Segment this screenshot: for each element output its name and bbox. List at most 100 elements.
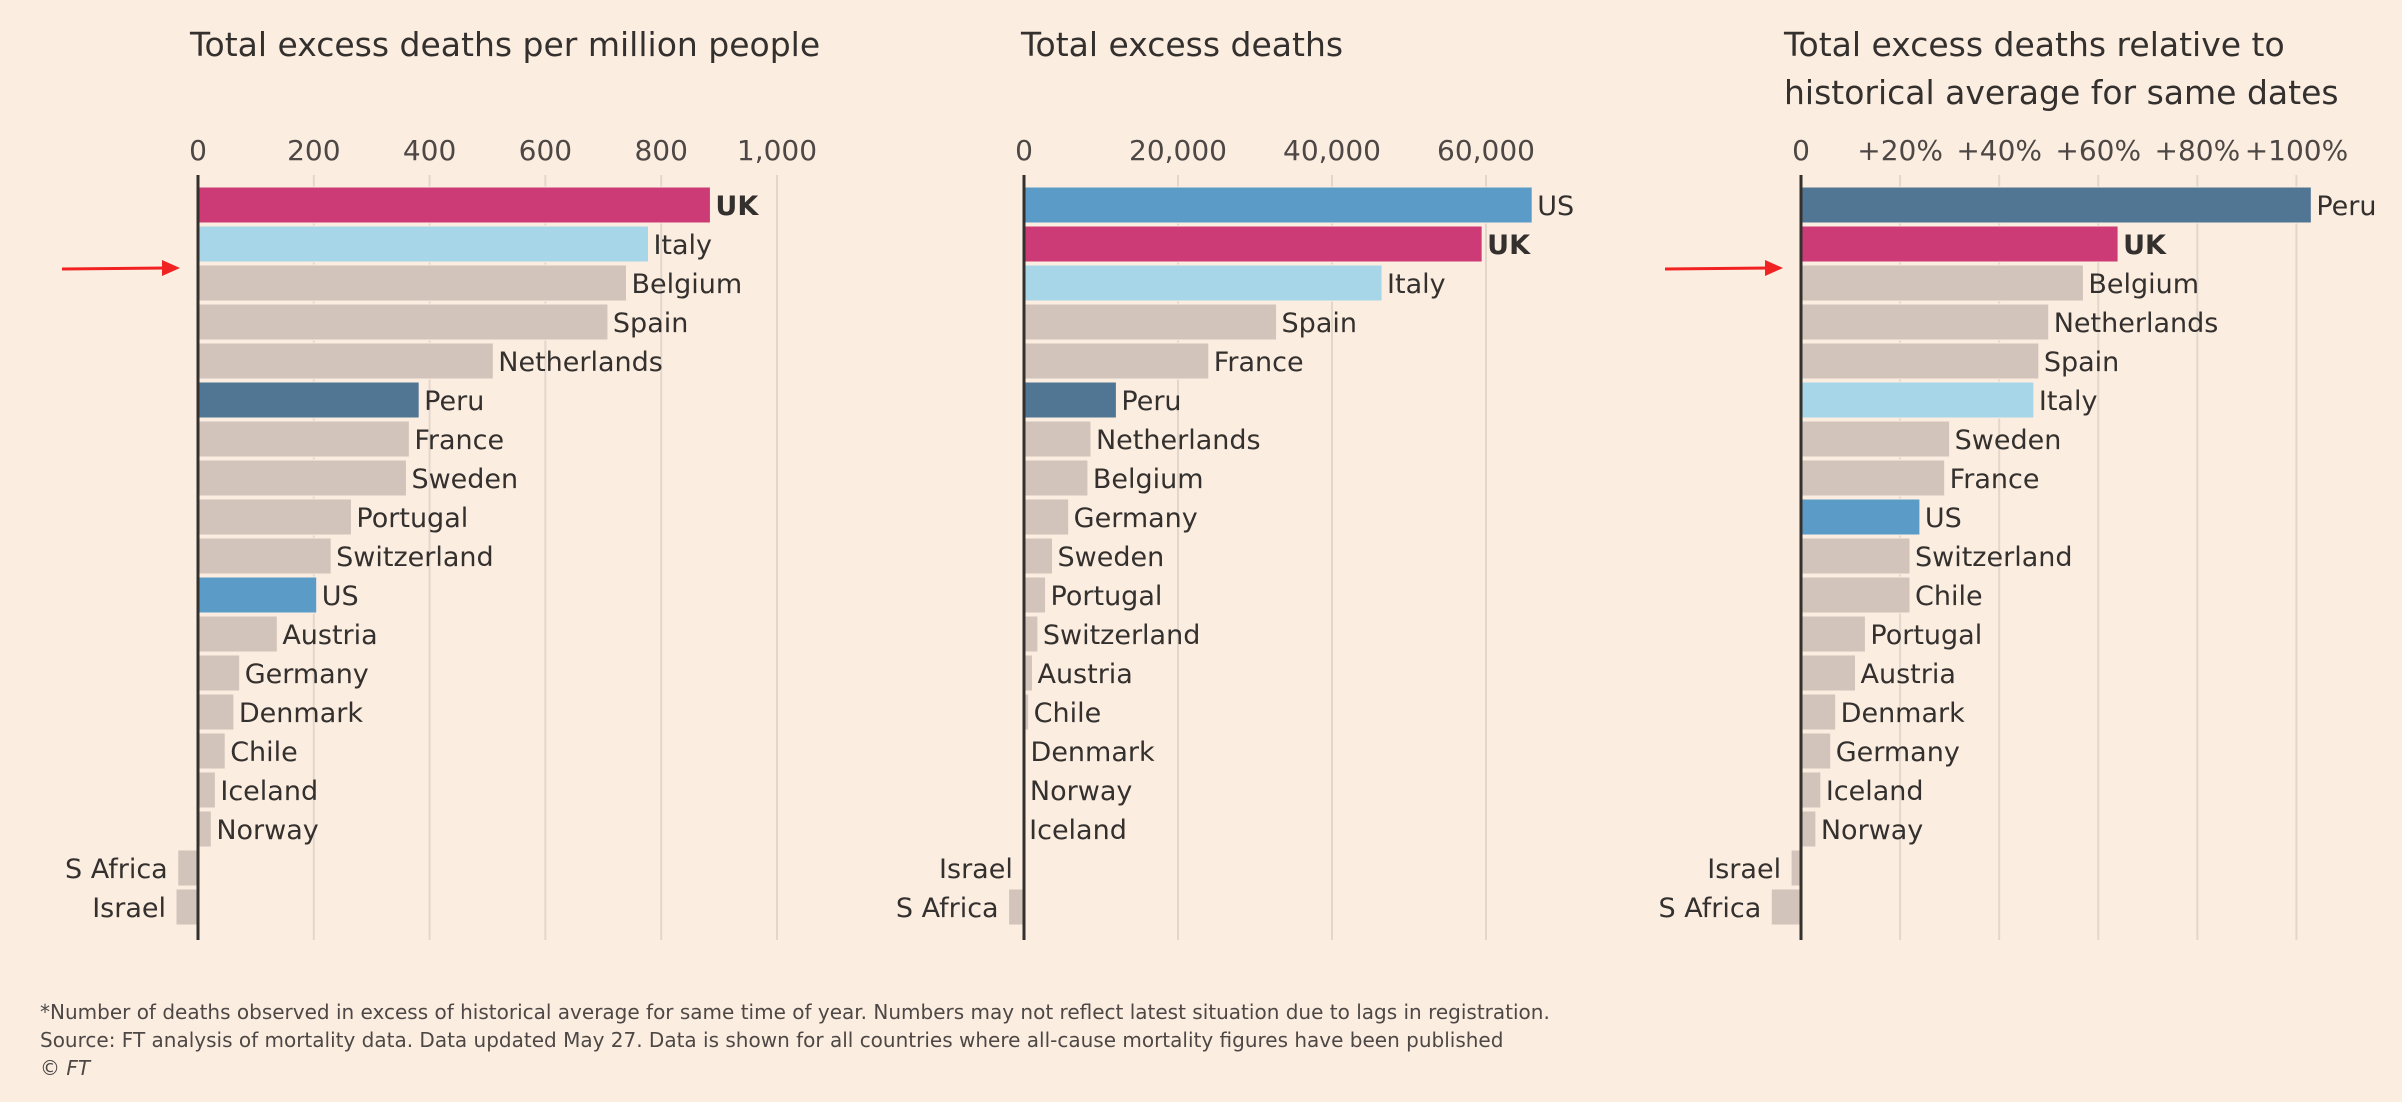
chart3-bar-label-germany: Germany <box>1836 737 1960 768</box>
chart1-bar-label-denmark: Denmark <box>239 698 363 729</box>
chart3-bar-label-netherlands: Netherlands <box>2054 308 2219 339</box>
chart3-bar-norway <box>1800 810 1817 848</box>
footer: *Number of deaths observed in excess of … <box>40 998 1550 1082</box>
chart3-bar-belgium <box>1800 264 2084 302</box>
chart2-bar-germany <box>1023 498 1070 536</box>
chart2-bar-label-peru: Peru <box>1121 386 1181 417</box>
source-line: Source: FT analysis of mortality data. D… <box>40 1028 1504 1052</box>
chart1-bar-label-spain: Spain <box>613 308 688 339</box>
chart3-bar-label-uk: UK <box>2123 230 2167 261</box>
chart2-bar-label-germany: Germany <box>1074 503 1198 534</box>
chart3-tick-label: +40% <box>1956 134 2042 167</box>
chart1-bar-label-italy: Italy <box>653 230 712 261</box>
chart1-bar-netherlands <box>197 342 494 380</box>
chart3-bar-chile <box>1800 576 1911 614</box>
chart1-bar-label-iceland: Iceland <box>220 776 318 807</box>
chart2-bar-label-austria: Austria <box>1037 659 1132 690</box>
chart1-bar-spain <box>197 303 609 341</box>
chart1-title: Total excess deaths per million people <box>189 25 820 64</box>
chart2-bar-label-portugal: Portugal <box>1051 581 1163 612</box>
chart1-tick-label: 400 <box>403 134 456 167</box>
chart3-bar-italy <box>1800 381 2035 419</box>
chart2-bar-label-s-africa: S Africa <box>896 893 999 924</box>
chart2-tick-label: 20,000 <box>1129 134 1227 167</box>
chart3-bar-denmark <box>1800 693 1837 731</box>
chart3-bar-sweden <box>1800 420 1951 458</box>
chart1-bar-italy <box>197 225 649 263</box>
chart2-bar-label-israel: Israel <box>939 854 1013 885</box>
chart3-bar-switzerland <box>1800 537 1911 575</box>
chart1-bar-label-us: US <box>322 581 359 612</box>
chart1-bar-peru <box>197 381 420 419</box>
chart1-bar-s-africa <box>177 849 199 887</box>
chart3-bar-portugal <box>1800 615 1866 653</box>
chart2-bar-label-sweden: Sweden <box>1057 542 1164 573</box>
chart2-tick-label: 40,000 <box>1283 134 1381 167</box>
chart1-bar-label-israel: Israel <box>92 893 166 924</box>
chart2-bar-spain <box>1023 303 1278 341</box>
chart1-bar-chile <box>197 732 226 770</box>
chart3-bar-label-norway: Norway <box>1821 815 1923 846</box>
chart1-bar-germany <box>197 654 241 692</box>
chart3-bar-label-france: France <box>1950 464 2040 495</box>
chart2-bar-us <box>1023 186 1533 224</box>
chart3-bar-iceland <box>1800 771 1822 809</box>
chart1-bar-label-norway: Norway <box>216 815 318 846</box>
chart1-bar-us <box>197 576 318 614</box>
chart2-bar-switzerland <box>1023 615 1039 653</box>
chart1-bar-portugal <box>197 498 352 536</box>
chart3-bar-label-peru: Peru <box>2316 191 2376 222</box>
chart1-bar-label-chile: Chile <box>230 737 298 768</box>
chart1-tick-label: 0 <box>189 134 207 167</box>
chart3-bar-germany <box>1800 732 1832 770</box>
chart2-bar-uk <box>1023 225 1483 263</box>
chart1-bar-label-uk: UK <box>715 191 759 222</box>
chart1-bar-label-portugal: Portugal <box>356 503 468 534</box>
chart1-tick-label: 200 <box>287 134 340 167</box>
chart1-bar-norway <box>197 810 212 848</box>
chart1-bar-label-belgium: Belgium <box>631 269 742 300</box>
chart2-bar-label-uk: UK <box>1487 230 1531 261</box>
chart3-bar-label-us: US <box>1925 503 1962 534</box>
chart3-bar-france <box>1800 459 1946 497</box>
chart2-bar-label-spain: Spain <box>1282 308 1357 339</box>
chart1-bar-switzerland <box>197 537 332 575</box>
chart1-bar-sweden <box>197 459 407 497</box>
chart2-bar-s-africa <box>1008 888 1025 926</box>
chart3-bar-label-switzerland: Switzerland <box>1915 542 2073 573</box>
chart1-bar-iceland <box>197 771 216 809</box>
chart3-bar-label-sweden: Sweden <box>1955 425 2062 456</box>
chart2-bar-label-iceland: Iceland <box>1029 815 1127 846</box>
chart2-bar-peru <box>1023 381 1117 419</box>
chart3-bar-label-chile: Chile <box>1915 581 1983 612</box>
chart2-bar-label-switzerland: Switzerland <box>1043 620 1201 651</box>
chart1-bar-israel <box>175 888 199 926</box>
chart1-bar-label-switzerland: Switzerland <box>336 542 494 573</box>
chart1-red-arrow-head <box>162 260 180 276</box>
chart3-bar-peru <box>1800 186 2312 224</box>
chart3-red-arrow-head <box>1765 260 1783 276</box>
chart1-bar-label-netherlands: Netherlands <box>498 347 663 378</box>
chart2-title: Total excess deaths <box>1020 25 1343 64</box>
chart2-bar-france <box>1023 342 1210 380</box>
chart3-title-line1: Total excess deaths relative to <box>1783 25 2285 64</box>
chart1-bar-france <box>197 420 410 458</box>
chart2-bar-label-italy: Italy <box>1387 269 1446 300</box>
chart3-tick-label: +100% <box>2245 134 2349 167</box>
chart2-bar-label-netherlands: Netherlands <box>1096 425 1261 456</box>
chart1-red-arrow-shaft <box>61 266 167 271</box>
chart3-bar-spain <box>1800 342 2040 380</box>
chart1-bar-label-austria: Austria <box>282 620 377 651</box>
chart1-bar-label-germany: Germany <box>245 659 369 690</box>
chart1-bar-denmark <box>197 693 235 731</box>
chart1-bar-label-france: France <box>414 425 504 456</box>
chart3-tick-label: +20% <box>1857 134 1943 167</box>
chart3-bar-s-africa <box>1770 888 1802 926</box>
footnote: *Number of deaths observed in excess of … <box>40 1000 1550 1024</box>
chart3-bar-uk <box>1800 225 2119 263</box>
chart2-bar-sweden <box>1023 537 1053 575</box>
chart3-red-arrow-shaft <box>1664 266 1770 271</box>
chart3-bar-label-s-africa: S Africa <box>1659 893 1762 924</box>
chart2-bar-label-belgium: Belgium <box>1093 464 1204 495</box>
